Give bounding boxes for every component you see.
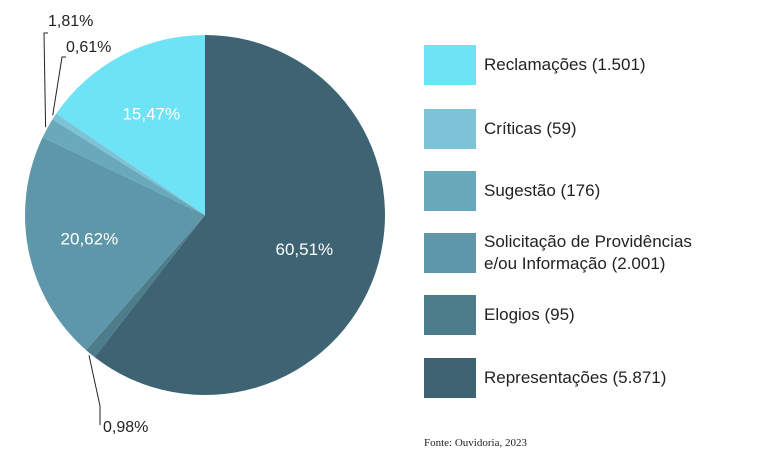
legend-label: Críticas (59) [484, 119, 577, 138]
leader-line [52, 56, 66, 116]
legend-item-elogios: Elogios (95) [424, 295, 575, 335]
data-label: 0,98% [103, 419, 148, 436]
legend-swatch [424, 358, 476, 398]
legend-item-solicitacao: Solicitação de Providências e/ou Informa… [424, 231, 724, 275]
pie-slice [42, 119, 205, 215]
legend-swatch [424, 109, 476, 149]
pie-slice [56, 34, 206, 215]
data-label: 15,47% [122, 104, 180, 123]
pie-slice [94, 35, 385, 396]
leader-line [43, 32, 48, 128]
data-label: 20,62% [61, 230, 119, 249]
data-label: 0,61% [66, 39, 111, 56]
data-label: 1,81% [48, 13, 93, 30]
legend-swatch [424, 171, 476, 211]
legend-swatch [424, 45, 476, 85]
pie-slice [25, 137, 205, 351]
source-note: Fonte: Ouvidoria, 2023 [424, 437, 527, 449]
legend-item-criticas: Críticas (59) [424, 109, 577, 149]
legend-item-representacoes: Representações (5.871) [424, 358, 666, 398]
pie-slice [86, 215, 205, 358]
legend-label: Solicitação de Providências e/ou Informa… [484, 232, 692, 273]
pie-slice [52, 113, 206, 215]
legend-item-reclamacoes: Reclamações (1.501) [424, 45, 646, 85]
data-label: 60,51% [275, 240, 333, 259]
legend-label: Sugestão (176) [484, 181, 601, 200]
legend-swatch [424, 233, 476, 273]
legend-label: Elogios (95) [484, 305, 575, 324]
legend-item-sugestao: Sugestão (176) [424, 171, 600, 211]
leader-line [88, 355, 101, 425]
legend-swatch [424, 295, 476, 335]
legend-label: Reclamações (1.501) [484, 55, 646, 74]
legend-label: Representações (5.871) [484, 368, 667, 387]
